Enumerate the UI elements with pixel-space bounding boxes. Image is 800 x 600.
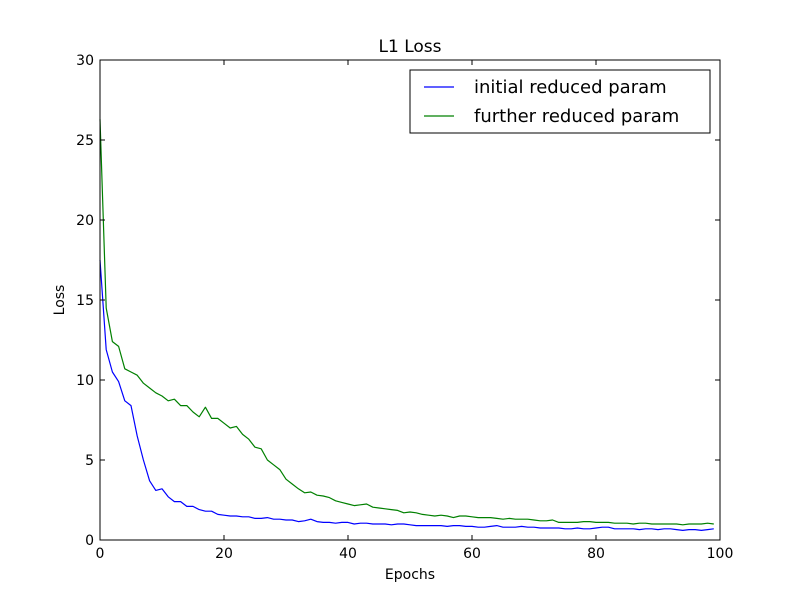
x-axis-label: Epochs: [385, 567, 435, 583]
y-tick-label: 25: [76, 133, 94, 149]
y-tick-label: 20: [76, 213, 94, 229]
series-line-2: [99, 119, 714, 526]
x-tick-label: 100: [707, 546, 734, 562]
y-tick-label: 0: [85, 533, 94, 549]
y-tick-label: 30: [76, 53, 94, 69]
x-tick-label: 40: [339, 546, 357, 562]
x-tick-label: 80: [587, 546, 605, 562]
x-tick-label: 0: [96, 546, 105, 562]
legend-label-1: initial reduced param: [474, 77, 667, 98]
plot-area: 0 20 40 60 80 100 0 5 10 15 20 25 30 initial reduced …: [76, 53, 733, 562]
y-tick-label: 5: [85, 453, 94, 469]
chart-title: L1 Loss: [379, 37, 442, 57]
x-tick-label: 60: [463, 546, 481, 562]
y-tick-label: 15: [76, 293, 94, 309]
y-tick-label: 10: [76, 373, 94, 389]
series-line-1: [99, 259, 714, 532]
legend-label-2: further reduced param: [474, 106, 679, 127]
legend-box: [409, 69, 711, 134]
y-axis-label: Loss: [52, 285, 68, 316]
x-tick-label: 20: [215, 546, 233, 562]
